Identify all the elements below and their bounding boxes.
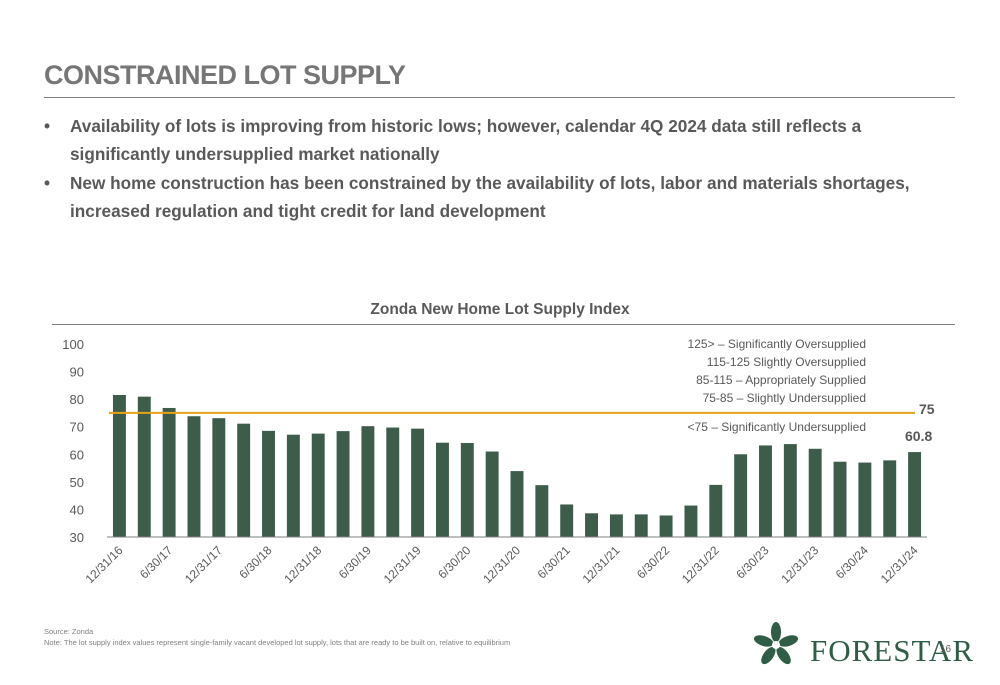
bar	[858, 462, 872, 537]
bar	[684, 505, 698, 537]
slide-title: CONSTRAINED LOT SUPPLY	[44, 60, 406, 90]
bullet-list: • Availability of lots is improving from…	[44, 112, 962, 226]
bar	[585, 513, 599, 537]
x-tick-label: 6/30/20	[435, 543, 473, 581]
logo-wordmark: FORESTAR	[810, 633, 974, 668]
bullet-glyph: •	[44, 173, 51, 193]
bar	[137, 396, 151, 537]
legend-note-significantly-undersupplied: <75 – Significantly Undersupplied	[687, 420, 866, 434]
chart-title: Zonda New Home Lot Supply Index	[370, 301, 630, 318]
x-tick-label: 12/31/18	[281, 543, 324, 586]
bar	[734, 454, 748, 537]
bar	[262, 430, 275, 537]
bar	[435, 442, 449, 537]
y-tick-label: 100	[62, 337, 84, 352]
legend-note-appropriately-supplied: 85-115 – Appropriately Supplied	[696, 373, 866, 387]
title-divider	[44, 97, 955, 98]
bullet-item: • New home construction has been constra…	[44, 169, 962, 225]
bar	[535, 485, 549, 537]
y-tick-label: 30	[70, 530, 84, 545]
bullet-glyph: •	[44, 116, 51, 136]
bar	[237, 423, 251, 537]
bar	[460, 442, 474, 537]
x-tick-label: 12/31/24	[878, 543, 921, 586]
bar	[709, 484, 723, 537]
bar	[883, 460, 897, 537]
legend-note-oversupplied: 125> – Significantly Oversupplied	[687, 337, 866, 351]
x-tick-label: 12/31/23	[778, 543, 821, 586]
bar	[361, 426, 375, 537]
bar	[510, 471, 524, 537]
bar	[112, 395, 126, 537]
x-tick-label: 6/30/19	[336, 543, 374, 581]
bullet-text: Availability of lots is improving from h…	[70, 116, 862, 164]
bar	[560, 504, 574, 537]
legend-note-slightly-oversupplied: 115-125 Slightly Oversupplied	[706, 355, 866, 369]
bar	[759, 445, 772, 537]
bar	[411, 428, 425, 537]
y-tick-label: 40	[70, 502, 84, 517]
last-value-label: 60.8	[905, 428, 933, 444]
bar	[386, 427, 400, 537]
bar	[187, 416, 201, 537]
chart-title-divider	[52, 324, 955, 325]
methodology-note: Note: The lot supply index values repres…	[44, 638, 511, 647]
y-tick-label: 70	[70, 420, 84, 435]
y-tick-label: 80	[70, 392, 84, 407]
x-tick-label: 12/31/21	[580, 543, 623, 586]
bar	[908, 452, 922, 537]
bar	[286, 434, 300, 537]
bar	[609, 514, 623, 537]
x-tick-label: 6/30/23	[733, 543, 771, 581]
x-tick-label: 6/30/17	[137, 543, 175, 581]
bar	[485, 451, 499, 537]
y-tick-label: 90	[70, 365, 84, 380]
x-tick-label: 12/31/20	[480, 543, 523, 586]
bar	[212, 418, 226, 537]
x-tick-label: 12/31/19	[381, 543, 424, 586]
x-tick-label: 12/31/22	[679, 543, 722, 586]
bar	[162, 407, 176, 537]
x-tick-label: 6/30/22	[634, 543, 672, 581]
x-tick-label: 6/30/24	[833, 543, 871, 581]
reference-line-label: 75	[919, 401, 935, 417]
y-tick-label: 60	[70, 447, 84, 462]
y-tick-label: 50	[70, 475, 84, 490]
x-tick-label: 12/31/16	[83, 543, 126, 586]
x-tick-label: 6/30/18	[236, 543, 274, 581]
page-number: 16	[940, 644, 952, 655]
bar	[808, 448, 822, 537]
bullet-text: New home construction has been constrain…	[70, 173, 910, 221]
x-tick-label: 6/30/21	[535, 543, 573, 581]
legend-note-slightly-undersupplied: 75-85 – Slightly Undersupplied	[702, 391, 866, 405]
bar	[783, 444, 797, 537]
bar	[336, 431, 350, 537]
bar	[311, 433, 325, 537]
leaf-star-icon	[754, 622, 798, 665]
bar	[833, 461, 847, 537]
bar	[634, 514, 648, 537]
bar	[659, 515, 673, 537]
source-note: Source: Zonda Note: The lot supply index…	[44, 626, 510, 648]
bullet-item: • Availability of lots is improving from…	[44, 112, 962, 168]
source-text: Source: Zonda	[44, 627, 94, 636]
x-tick-label: 12/31/17	[182, 543, 225, 586]
